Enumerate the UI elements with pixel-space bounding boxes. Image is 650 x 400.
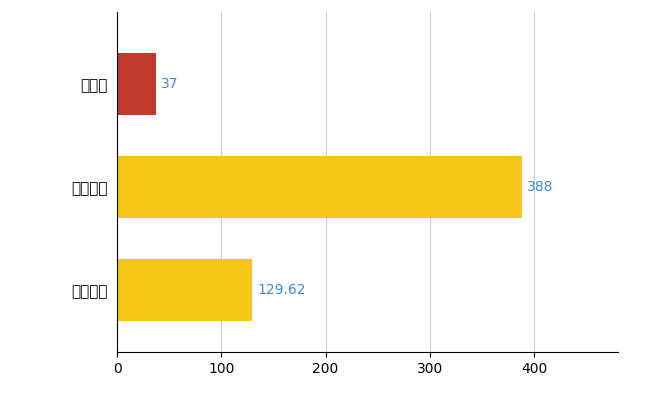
Bar bbox=[117, 156, 521, 218]
Text: 388: 388 bbox=[526, 180, 553, 194]
Bar bbox=[117, 53, 155, 115]
Text: 37: 37 bbox=[161, 77, 178, 91]
Bar bbox=[117, 259, 252, 321]
Text: 129.62: 129.62 bbox=[257, 283, 306, 297]
